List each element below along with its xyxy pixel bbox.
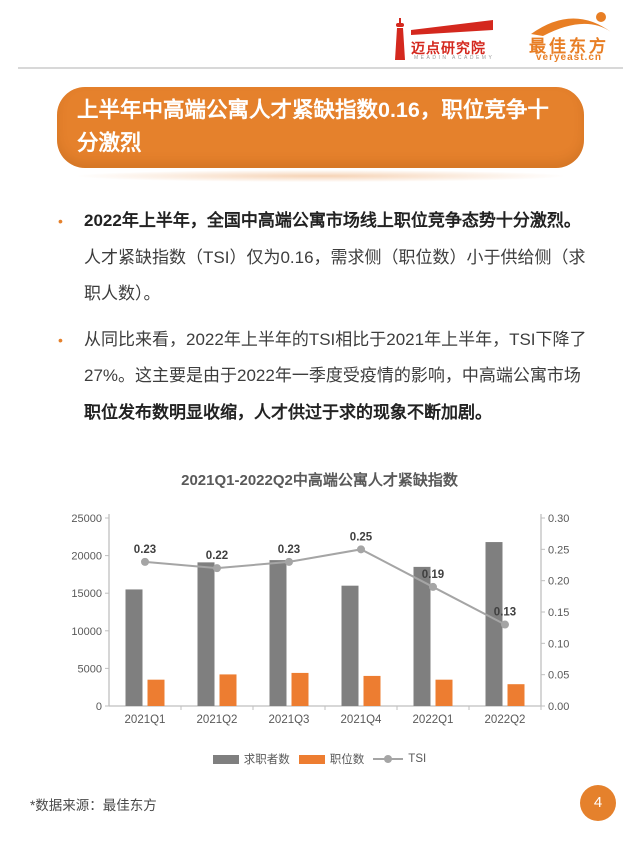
bullet-marker: •: [58, 213, 63, 229]
page-number-badge: 4: [580, 785, 616, 821]
left-axis-tick-label: 25000: [71, 513, 102, 525]
right-axis-tick-label: 0.25: [548, 544, 569, 556]
meadin-lighthouse-icon: [395, 18, 493, 60]
veryeast-figure-icon: [531, 12, 611, 36]
header-divider: [18, 67, 623, 69]
tsi-data-label: 0.23: [278, 544, 300, 556]
veryeast-logo-domain: veryeast.cn: [535, 52, 603, 63]
tsi-point: [357, 545, 365, 554]
data-source-note: *数据来源：最佳东方: [30, 798, 157, 813]
tsi-line: [144, 548, 506, 626]
x-axis-category-label: 2022Q2: [485, 714, 526, 726]
meadin-logo: 迈点研究院 MEADIN ACADEMY: [387, 14, 499, 64]
left-axis-tick-label: 0: [96, 701, 102, 713]
tsi-data-label: 0.22: [206, 550, 228, 562]
left-axis-tick-label: 5000: [78, 663, 102, 675]
right-axis-tick-label: 0.20: [548, 576, 569, 588]
veryeast-logo: 最佳东方 veryeast.cn: [513, 10, 625, 64]
veryeast-logo-text: 最佳东方: [529, 37, 609, 56]
tsi-point: [213, 564, 221, 573]
tsi-point: [501, 620, 509, 629]
bar-求职者数: [197, 562, 215, 706]
tsi-point: [429, 582, 437, 591]
bar-求职者数: [341, 585, 359, 706]
x-axis-category-label: 2022Q1: [413, 714, 454, 726]
chart-legend: 求职者数 职位数 TSI: [0, 751, 639, 767]
bar-职位数: [219, 674, 237, 706]
bar-求职者数: [269, 560, 287, 706]
right-axis-tick-label: 0.10: [548, 638, 569, 650]
x-axis-category-label: 2021Q1: [125, 714, 166, 726]
chart-svg: 0 5000 10000 15000 20000 25000 0.00 0.05 0.10 0.1…: [71, 513, 569, 726]
bullet-text: 从同比来看，2022年上半年的TSI相比于2021年上半年，TSI下降了27%。…: [84, 329, 587, 422]
legend-label: 求职者数: [243, 754, 290, 766]
x-axis-category-label: 2021Q2: [197, 714, 238, 726]
meadin-logo-subtext: MEADIN ACADEMY: [414, 55, 495, 61]
right-axis-tick-label: 0.30: [548, 513, 569, 525]
tsi-data-label: 0.13: [494, 607, 516, 619]
section-title: 上半年中高端公寓人才紧缺指数0.16，职位竞争十分激烈: [77, 98, 549, 155]
bullet-item: • 2022年上半年，全国中高端公寓市场线上职位竞争态势十分激烈。人才紧缺指数（…: [58, 203, 590, 313]
section-title-banner: 上半年中高端公寓人才紧缺指数0.16，职位竞争十分激烈: [57, 87, 584, 182]
chart-title: 2021Q1-2022Q2中高端公寓人才紧缺指数: [181, 472, 458, 489]
bar-求职者数: [125, 589, 143, 706]
bar-职位数: [363, 675, 381, 706]
right-axis-tick-label: 0.00: [548, 701, 569, 713]
bullet-item: • 从同比来看，2022年上半年的TSI相比于2021年上半年，TSI下降了27…: [58, 322, 590, 432]
bullet-text: 2022年上半年，全国中高端公寓市场线上职位竞争态势十分激烈。人才紧缺指数（TS…: [84, 211, 586, 303]
x-axis-category-label: 2021Q3: [269, 714, 310, 726]
meadin-logo-text: 迈点研究院: [411, 40, 486, 56]
bar-职位数: [507, 684, 525, 706]
tsi-data-label: 0.25: [350, 531, 373, 543]
left-axis-tick-label: 15000: [71, 588, 102, 600]
legend-item-求职者数: 求职者数: [212, 751, 290, 767]
tsi-data-label: 0.19: [422, 569, 444, 581]
tsi-data-label: 0.23: [134, 544, 156, 556]
bar-求职者数: [485, 542, 503, 706]
legend-bar-swatch: [298, 754, 325, 764]
bar-职位数: [147, 679, 165, 706]
legend-line-swatch: [373, 755, 404, 763]
x-axis-category-label: 2021Q4: [341, 714, 383, 726]
header: 迈点研究院 MEADIN ACADEMY 最佳东方 veryeast.cn: [387, 10, 625, 64]
right-axis-tick-label: 0.15: [548, 607, 569, 619]
key-findings-list: • 2022年上半年，全国中高端公寓市场线上职位竞争态势十分激烈。人才紧缺指数（…: [58, 203, 590, 440]
bar-求职者数: [413, 566, 431, 706]
legend-item-职位数: 职位数: [298, 751, 365, 767]
left-axis-tick-label: 10000: [71, 626, 102, 638]
bar-职位数: [435, 679, 453, 706]
legend-label: 职位数: [329, 754, 365, 766]
legend-label: TSI: [408, 753, 427, 765]
tsi-point: [285, 557, 293, 566]
bar-职位数: [291, 672, 309, 706]
left-axis-tick-label: 20000: [71, 551, 102, 563]
bullet-marker: •: [58, 331, 63, 348]
tsi-point: [141, 557, 149, 566]
legend-bar-swatch: [212, 754, 239, 764]
legend-item-TSI: TSI: [373, 753, 426, 765]
right-axis-tick-label: 0.05: [548, 670, 569, 682]
